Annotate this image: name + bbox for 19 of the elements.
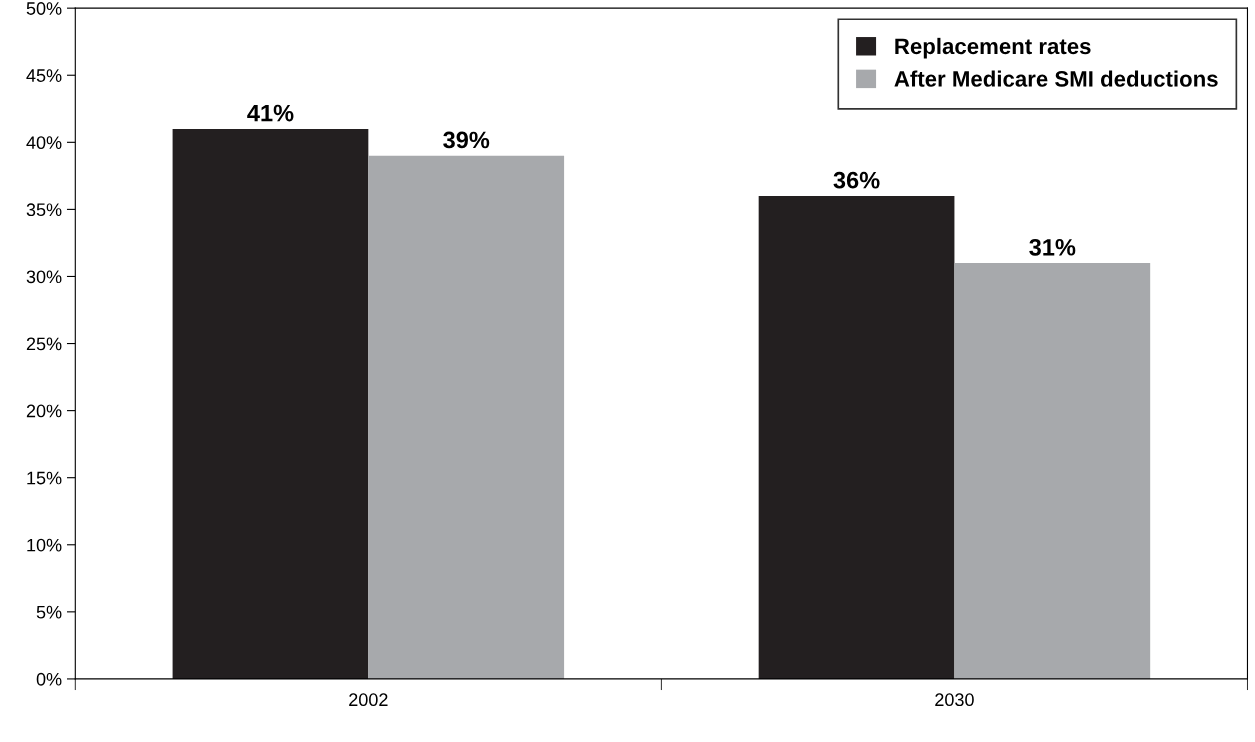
y-tick-label: 50% [26,2,62,15]
x-tick-label: 2002 [349,693,388,707]
y-tick-label: 5% [36,605,62,619]
legend-label: After Medicare SMI deductions [894,70,1218,87]
y-tick-label: 15% [27,471,62,485]
y-tick-label: 10% [27,538,62,552]
y-tick-label: 45% [26,69,62,82]
legend-label: Replacement rates [895,37,1091,59]
data-label: 39% [443,131,490,149]
y-tick-label: 0% [36,672,62,686]
data-label: 41% [247,104,294,122]
data-label: 36% [833,171,880,189]
y-tick-label: 20% [26,404,62,418]
x-tick-label: 2030 [935,693,974,707]
y-tick-label: 30% [26,270,62,284]
y-tick-label: 40% [26,136,62,150]
y-tick-label: 35% [26,203,62,217]
y-tick-label: 25% [26,337,62,351]
data-label: 31% [1029,238,1076,256]
